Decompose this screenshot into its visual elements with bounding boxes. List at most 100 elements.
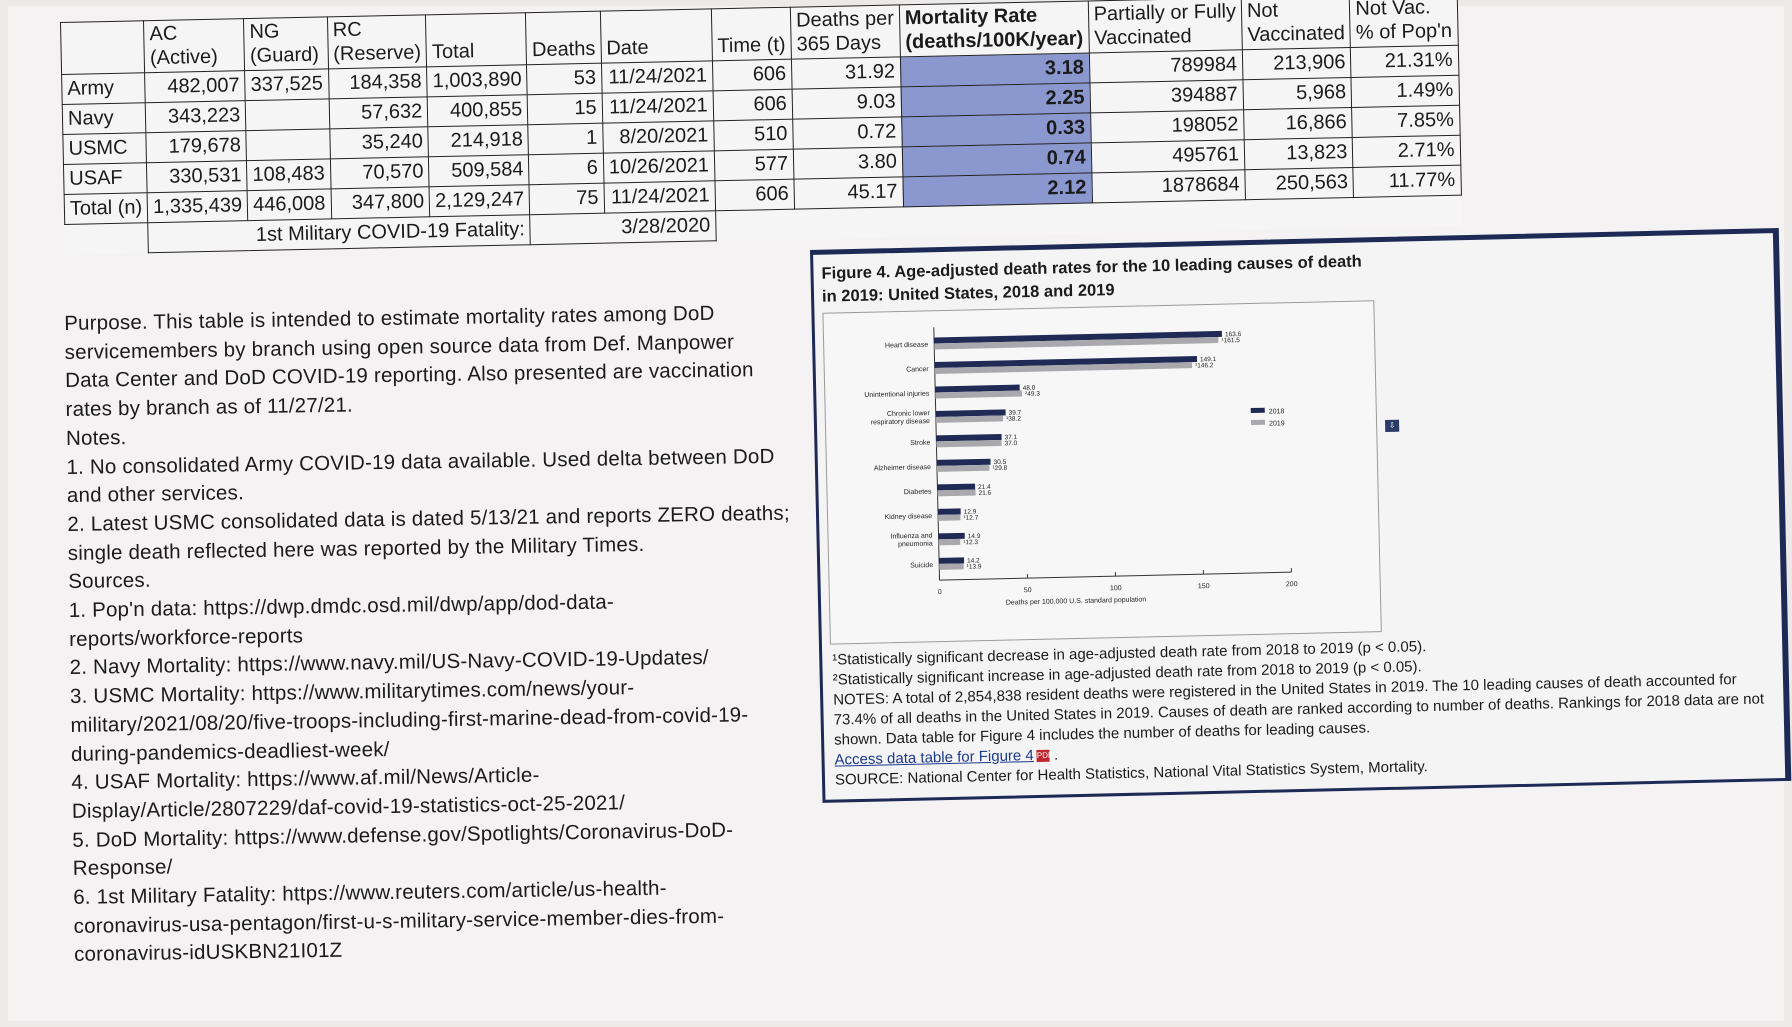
bar-2019	[935, 390, 1023, 399]
column-header-line-2: Vaccinated	[1093, 25, 1192, 50]
table-cell: 214,918	[428, 124, 529, 157]
branch-label: Army	[61, 72, 146, 105]
data-label: ¹38.2	[1006, 416, 1021, 423]
column-header-line-2: (Active)	[149, 45, 219, 70]
table-cell: 11/24/2021	[603, 180, 716, 214]
column-header-line-2: Total	[431, 40, 475, 64]
column-header-line-1: AC	[149, 22, 178, 46]
column-header: RC (Reserve)	[326, 14, 427, 69]
data-label: 14.2	[967, 557, 980, 564]
data-label: ¹13.9	[967, 563, 982, 570]
table-cell: 70,570	[329, 156, 430, 189]
table-cell	[246, 128, 330, 161]
column-header-line-2: (Guard)	[249, 43, 320, 68]
table-cell: 606	[712, 59, 793, 91]
table-cell: 1	[528, 123, 604, 155]
table-cell: 482,007	[144, 70, 246, 103]
column-header-line-2: Deaths	[531, 37, 596, 62]
pdf-icon[interactable]: PDF	[1036, 749, 1053, 763]
bar-2019	[934, 362, 1193, 374]
category-label: Diabetes	[904, 489, 932, 497]
table-cell: 7.85%	[1351, 105, 1460, 138]
column-header-line-1	[431, 15, 520, 41]
table-cell: 495761	[1090, 139, 1245, 173]
table-cell: 0.72	[792, 116, 903, 150]
x-tick-label: 150	[1198, 583, 1210, 590]
category-label: Chronic lower	[887, 410, 931, 418]
data-label: 48.0	[1023, 385, 1036, 392]
column-header: AC (Active)	[143, 18, 245, 73]
table-cell: 1.49%	[1351, 75, 1460, 108]
bar-2018	[936, 458, 991, 466]
table-cell: 11/24/2021	[601, 60, 713, 94]
legend-swatch	[1250, 419, 1266, 426]
table-cell: 2.71%	[1352, 135, 1461, 168]
data-label: 149.1	[1200, 356, 1217, 363]
column-header-line-1: NG	[249, 20, 280, 44]
table-cell: 21.31%	[1350, 45, 1459, 78]
table-cell: 577	[714, 149, 794, 181]
x-tick-label: 100	[1110, 585, 1122, 592]
column-header-line-1: Not Vac.	[1355, 0, 1431, 20]
column-header-line-2: (deaths/100K/year)	[905, 27, 1084, 54]
table-cell: 510	[713, 119, 794, 151]
column-header-line-1	[531, 14, 595, 39]
table-cell: 9.03	[792, 86, 902, 120]
legend-label: 2019	[1269, 420, 1285, 427]
bar-2018	[934, 330, 1223, 344]
table-cell: 10/26/2021	[603, 150, 715, 184]
category-label: Cancer	[906, 366, 929, 374]
column-header: Deaths	[525, 11, 602, 65]
data-table-link[interactable]: Access data table for Figure 4	[834, 747, 1035, 769]
table-cell: 15	[527, 93, 603, 125]
column-header: Deaths per 365 Days	[790, 4, 901, 60]
column-header-line-1: RC	[332, 18, 362, 42]
table-cell: 606	[712, 89, 793, 121]
column-header-line-1	[606, 11, 707, 37]
column-header: Partially or Fully Vaccinated	[1087, 0, 1243, 53]
legend-swatch	[1250, 407, 1265, 414]
data-label: 21.6	[979, 490, 992, 497]
column-header: Not Vaccinated	[1241, 0, 1351, 50]
table-cell: 347,800	[330, 186, 430, 219]
table-cell: 394887	[1089, 79, 1244, 113]
table-cell: 400,855	[427, 94, 529, 127]
branch-label: Navy	[62, 102, 147, 135]
category-label: Kidney disease	[885, 513, 933, 521]
column-header	[60, 20, 145, 75]
table-cell: 509,584	[428, 154, 530, 187]
table-cell: 0.74	[902, 142, 1092, 177]
table-cell: 789984	[1089, 49, 1243, 83]
death-rates-bar-chart: 0 50 100 150 200 Deaths per 100,000 U.S. stan…	[864, 327, 1298, 607]
bar-2019	[937, 489, 976, 497]
bar-2018	[938, 532, 965, 540]
column-header-line-1: Partially or Fully	[1093, 0, 1237, 26]
table-cell: 343,223	[145, 100, 247, 133]
category-label: respiratory disease	[871, 418, 930, 426]
table-cell: 75	[529, 183, 605, 215]
column-header: Not Vac.% of Pop'n	[1349, 0, 1458, 48]
bar-2018	[935, 384, 1020, 393]
column-header-line-2: (Reserve)	[333, 41, 422, 66]
x-axis-label: Deaths per 100,000 U.S. standard populat…	[1006, 596, 1147, 606]
bar-2019	[938, 538, 961, 546]
table-cell: 198052	[1090, 109, 1245, 143]
table-cell: 11.77%	[1353, 165, 1461, 198]
table-cell: 31.92	[791, 56, 901, 90]
table-cell: 1,335,439	[147, 190, 248, 223]
bar-2019	[935, 415, 1004, 423]
table-cell: 35,240	[329, 126, 429, 159]
column-header: NG (Guard)	[243, 16, 329, 71]
table-cell: 2,129,247	[429, 184, 530, 217]
x-tick-label: 0	[938, 589, 942, 596]
table-cell: 13,823	[1244, 137, 1354, 170]
column-header-line-1	[717, 10, 786, 35]
column-header-line-2: Vaccinated	[1247, 22, 1346, 47]
data-label: ¹161.5	[1221, 337, 1240, 344]
data-label: ¹12.7	[963, 514, 978, 521]
data-label: 37.1	[1005, 434, 1018, 441]
category-label: Unintentional injuries	[864, 391, 930, 399]
export-icon[interactable]: ⇩	[1385, 419, 1400, 432]
table-cell: 0.33	[901, 112, 1091, 147]
bar-2019	[936, 439, 1002, 448]
